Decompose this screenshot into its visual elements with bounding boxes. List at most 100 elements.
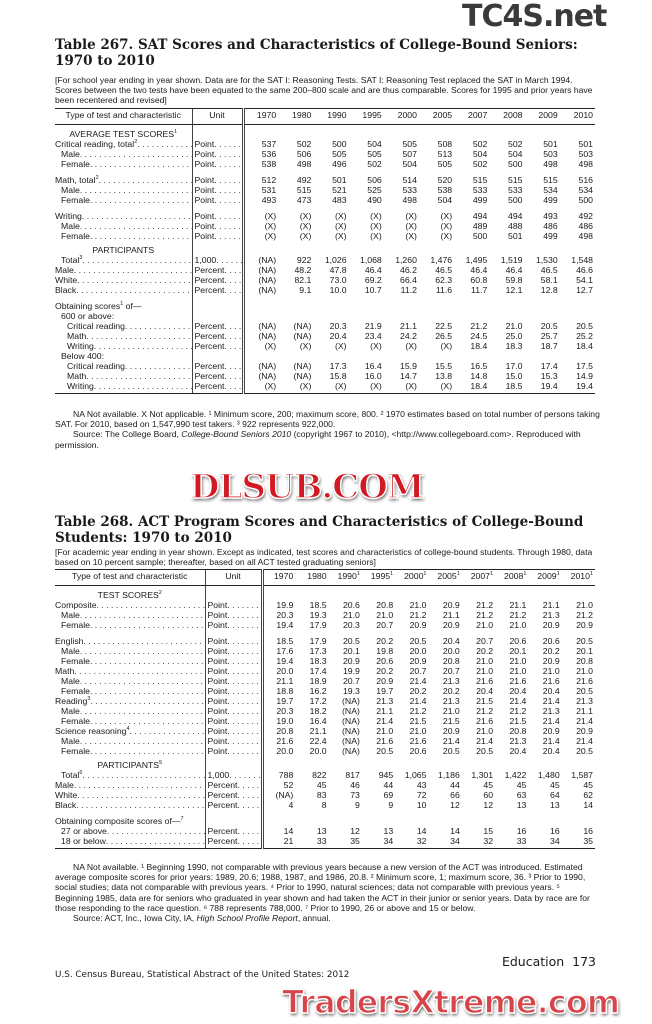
label-text: Science reasoning4 <box>55 726 130 736</box>
value-cell: 19.9 <box>276 599 294 610</box>
value-cell: 498 <box>543 158 558 169</box>
section-heading-row: PARTICIPANTS <box>55 240 595 255</box>
value-cell: 20.8 <box>376 599 394 610</box>
value-cell: 44 <box>450 779 460 790</box>
value-cell: (X) <box>264 220 277 231</box>
value-cell: 16.4 <box>309 715 327 726</box>
value-cell: 21.2 <box>509 705 527 716</box>
unit-cell: Point <box>191 138 245 149</box>
value-cell: 16.5 <box>470 360 488 371</box>
unit: Percent <box>194 370 225 381</box>
unit: Percent <box>194 380 225 391</box>
unit-cell: Percent <box>204 825 264 836</box>
value-cell: 21.5 <box>409 715 427 726</box>
value-cell <box>419 351 454 361</box>
value-cell: 18.9 <box>309 675 327 686</box>
value-cell: 19.4 <box>276 619 294 630</box>
value-cell: 35 <box>328 835 362 849</box>
unit-cell: Point <box>204 695 264 706</box>
value-cell <box>454 241 489 255</box>
value-cell: 498 <box>402 194 417 205</box>
value-cell: 17.9 <box>309 619 327 630</box>
dot-leader <box>224 275 240 285</box>
value-cell: 500 <box>332 138 347 149</box>
table-row: Male Point (X) (X) (X) (X) (X) (X) 489 488 486 486 <box>55 220 595 231</box>
value-cell: (NA) <box>258 320 277 331</box>
year-label: 2007 <box>467 110 488 120</box>
column-header-year: 2005 <box>418 108 455 125</box>
value-cell: 13 <box>550 799 560 810</box>
row-label: Math, total2 <box>55 169 192 185</box>
unit-cell: Point <box>191 204 245 221</box>
column-header-year: 20071 <box>461 569 496 586</box>
value-cell: 20.0 <box>276 745 294 756</box>
dot-leader <box>214 159 240 169</box>
unit-cell: Point <box>191 194 245 205</box>
label-text: Total6 <box>61 770 82 780</box>
unit-cell: Percent <box>191 320 245 331</box>
value-cell: 1,519 <box>500 254 523 265</box>
row-label-text: 27 or above <box>61 826 205 836</box>
value-cell: 1,587 <box>571 769 593 780</box>
value-cell: 20.7 <box>476 635 494 646</box>
unit-cell <box>191 240 245 255</box>
value-cell: 21.2 <box>470 320 488 331</box>
section-heading-row: TEST SCORES2 <box>55 585 595 600</box>
dot-leader <box>82 770 204 780</box>
dot-leader <box>216 255 240 265</box>
unit-text: Point <box>208 746 260 756</box>
row-label: Male <box>55 676 205 686</box>
value-cell <box>462 810 495 826</box>
value-cell: 20.2 <box>376 635 394 646</box>
value-cell: 502 <box>367 158 382 169</box>
row-label: Black <box>55 800 205 810</box>
footnote-ref: 1 <box>523 571 527 577</box>
table-row: Female Point 19.0 16.4 (NA) 21.4 21.5 21.5 21.6 2… <box>55 715 595 726</box>
unit: 1,000 <box>207 769 230 780</box>
value-cell: 64 <box>550 789 560 800</box>
value-cell <box>562 585 595 600</box>
value-cell: 515 <box>472 174 488 185</box>
table-row: Math Percent (NA) (NA) 20.4 23.4 24.2 26.5 24.5 2… <box>55 330 595 341</box>
table-row: Female Point 538 498 496 502 504 505 502 500 498 49… <box>55 158 595 169</box>
value-cell: 20.9 <box>409 619 427 630</box>
dot-leader <box>214 211 240 221</box>
value-cell: 21.3 <box>542 705 560 716</box>
dot-leader <box>74 666 204 676</box>
value-cell: 14 <box>283 825 294 836</box>
value-cell: 18.3 <box>505 340 523 351</box>
label-text: Female <box>61 620 90 630</box>
value-cell: (X) <box>405 340 417 351</box>
row-label: Female <box>55 716 205 726</box>
value-cell: 13 <box>316 825 327 836</box>
value-cell: (NA) <box>293 360 312 371</box>
value-cell: 21.3 <box>542 609 560 620</box>
value-cell <box>560 124 595 139</box>
value-cell: 505 <box>437 158 453 169</box>
value-cell: (X) <box>370 220 382 231</box>
value-cell: (NA) <box>258 284 277 295</box>
value-cell: 15 <box>483 825 494 836</box>
unit: Point <box>207 735 228 746</box>
value-cell: 16 <box>583 825 593 836</box>
column-header-unit: Unit <box>204 569 264 586</box>
table-row: Critical reading, total2 Point 537 502 500 50… <box>55 138 595 149</box>
unit: Point <box>207 609 228 620</box>
table-row: Male Point 21.6 22.4 (NA) 21.6 21.6 21.4 21.4 21.… <box>55 735 595 746</box>
value-cell: 12.1 <box>505 284 523 295</box>
value-cell: 16.0 <box>364 370 382 381</box>
dot-leader <box>80 736 205 746</box>
unit-text: Point <box>195 175 241 185</box>
value-cell: 1,476 <box>430 254 453 265</box>
source-suffix: , annual. <box>297 913 331 924</box>
table-row: Obtaining composite scores of—7 <box>55 809 595 826</box>
dot-leader <box>227 696 259 706</box>
value-cell: 16 <box>516 825 527 836</box>
value-cell: (NA) <box>275 789 294 800</box>
value-cell: 19.8 <box>376 645 394 656</box>
label-text: Male <box>61 149 80 159</box>
value-cell: 82.1 <box>294 274 312 285</box>
dot-leader <box>90 159 192 169</box>
table-row: Total3 1,000 (NA) 922 1,026 1,068 1,260 1,476 1,… <box>55 254 595 265</box>
value-cell: 18.2 <box>309 705 327 716</box>
